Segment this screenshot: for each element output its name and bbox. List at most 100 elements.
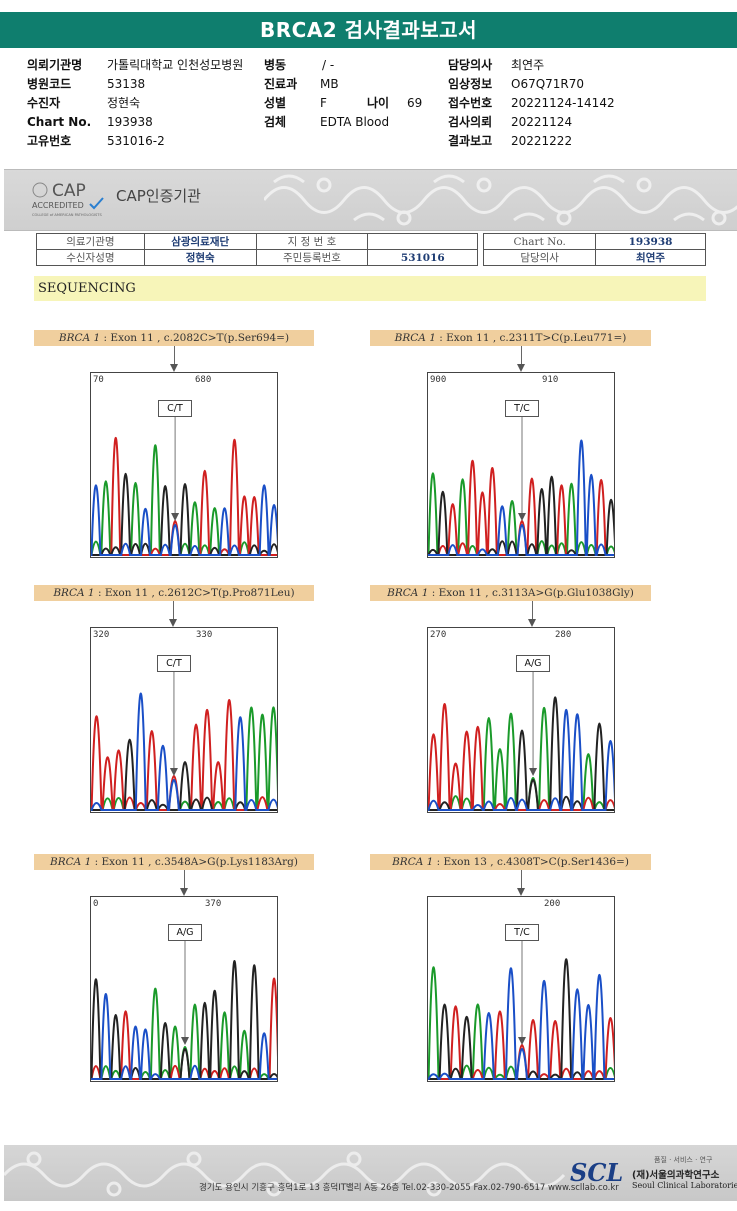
trace-C xyxy=(428,967,614,1080)
variant-label: BRCA 1 : Exon 11 , c.2311T>C(p.Leu771=) xyxy=(370,330,651,346)
chromatogram-trace xyxy=(91,672,277,811)
trace-A xyxy=(428,966,614,1080)
genotype-call-box: T/C xyxy=(505,924,539,941)
genotype-call-box: A/G xyxy=(168,924,202,941)
trace-T xyxy=(428,703,614,811)
chromatogram-position-left: 900 xyxy=(430,375,447,385)
top-arrow-line xyxy=(521,346,522,364)
trace-G xyxy=(428,475,614,556)
genotype-call-box: C/T xyxy=(157,655,191,672)
chromatogram-trace xyxy=(428,941,614,1080)
variant-label: BRCA 1 : Exon 13 , c.4308T>C(p.Ser1436=) xyxy=(370,854,651,870)
value-clinical-info: O67Q71R70 xyxy=(511,76,585,91)
label-patient: 수진자 xyxy=(27,96,61,110)
chromatogram-position-left: 270 xyxy=(430,630,447,640)
variant-description: : Exon 11 , c.2311T>C(p.Leu771=) xyxy=(435,332,627,344)
value-receipt-no: 20221124-14142 xyxy=(511,95,615,110)
trace-C xyxy=(91,692,277,811)
chromatogram-panel: 200AGTGACTCYTCTGCCCTT/C xyxy=(427,896,615,1082)
trace-C xyxy=(91,484,277,556)
value-specimen: EDTA Blood xyxy=(320,114,390,129)
footer-band: 경기도 용인시 기흥구 흥덕1로 13 흥덕IT밸리 A동 26층 Tel.02… xyxy=(4,1145,737,1201)
cap-college-text: COLLEGE of AMERICAN PATHOLOGISTS xyxy=(32,213,102,217)
variant-description: : Exon 11 , c.3548A>G(p.Lys1183Arg) xyxy=(91,856,298,868)
table-cell: 주민등록번호 xyxy=(255,249,369,266)
top-arrow-icon xyxy=(170,364,179,372)
top-arrow-icon xyxy=(517,888,525,896)
top-arrow-line xyxy=(172,601,174,619)
variant-arrow-icon xyxy=(181,1037,189,1045)
variant-arrow-icon xyxy=(171,513,180,521)
chromatogram-position-left: 0 xyxy=(93,899,99,909)
trace-G xyxy=(91,738,277,811)
variant-gene: BRCA 1 xyxy=(58,332,101,344)
variant-label: BRCA 1 : Exon 11 , c.3548A>G(p.Lys1183Ar… xyxy=(34,854,314,870)
footer-tagline: 품질 · 서비스 · 연구 xyxy=(654,1156,713,1164)
table-cell: 지 정 번 호 xyxy=(255,233,369,250)
genotype-call-box: A/G xyxy=(516,655,550,672)
variant-label: BRCA 1 : Exon 11 , c.3113A>G(p.Glu1038Gl… xyxy=(370,585,651,601)
table-cell: 수신자성명 xyxy=(36,249,145,266)
label-department: 진료과 xyxy=(264,77,298,91)
info-column-3: 담당의사 최연주 임상정보 O67Q71R70 접수번호 20221124-14142… xyxy=(448,55,615,150)
cap-label: CAP인증기관 xyxy=(116,187,201,205)
trace-C xyxy=(91,992,277,1080)
genotype-call-box: C/T xyxy=(158,400,192,417)
info-column-2: 병동 / - 진료과 MB 성별 F 나이 69 검체 EDTA Blood xyxy=(264,55,422,131)
top-arrow-icon xyxy=(517,364,525,372)
value-requesting-institution: 가톨릭대학교 인천성모병원 xyxy=(107,58,244,72)
value-age: 69 xyxy=(407,95,423,110)
chromatogram-position-right: 370 xyxy=(205,899,222,909)
variant-arrow-icon xyxy=(529,768,538,776)
label-sex: 성별 xyxy=(264,96,287,110)
variant-arrow-icon xyxy=(518,513,526,521)
chromatogram-trace xyxy=(428,417,614,556)
variant-arrow-icon xyxy=(169,768,178,776)
top-arrow-line xyxy=(184,870,185,888)
chromatogram-position-right: 680 xyxy=(195,375,212,385)
scl-logo: SCL xyxy=(570,1158,624,1187)
value-hospital-code: 53138 xyxy=(107,76,146,91)
value-chart-no: 193938 xyxy=(107,114,153,129)
table-cell: Chart No. xyxy=(483,233,597,250)
variant-description: : Exon 13 , c.4308T>C(p.Ser1436=) xyxy=(433,856,629,868)
top-arrow-icon xyxy=(180,888,188,896)
label-unique-id: 고유번호 xyxy=(27,134,72,148)
chromatogram-position-right: 200 xyxy=(544,899,561,909)
cap-accredited-text: ACCREDITED xyxy=(32,201,84,210)
trace-A xyxy=(91,706,277,811)
label-ward: 병동 xyxy=(264,58,287,72)
table-cell: 531016 xyxy=(367,249,479,266)
chromatogram-position-left: 320 xyxy=(93,630,110,640)
table-cell: 193938 xyxy=(595,233,706,250)
footer-pattern-decoration xyxy=(4,1151,566,1197)
table-cell: 의료기관명 xyxy=(36,233,145,250)
table-cell: 담당의사 xyxy=(483,249,597,266)
variant-gene: BRCA 1 xyxy=(53,587,95,599)
value-sex: F xyxy=(320,95,327,110)
value-unique-id: 531016-2 xyxy=(107,133,165,148)
top-arrow-line xyxy=(174,346,176,364)
chromatogram-trace xyxy=(91,417,277,556)
label-specimen: 검체 xyxy=(264,115,287,129)
trace-C xyxy=(428,439,614,556)
table-cell xyxy=(367,233,479,250)
footer-org-english: Seoul Clinical Laboratories xyxy=(632,1181,737,1190)
table-row: 의료기관명 삼광의료재단 지 정 번 호 Chart No. 193938 xyxy=(36,233,706,250)
chromatogram-trace xyxy=(91,941,277,1080)
footer-org-korean: (재)서울의과학연구소 xyxy=(632,1170,720,1181)
trace-A xyxy=(428,707,614,811)
info-column-1: 의뢰기관명 가톨릭대학교 인천성모병원 병원코드 53138 수진자 정현숙 Char… xyxy=(27,55,243,150)
variant-gene: BRCA 1 xyxy=(392,856,434,868)
cap-logo: CAP ACCREDITED COLLEGE of AMERICAN PATHO… xyxy=(30,178,110,220)
label-test-request: 검사의뢰 xyxy=(448,115,493,129)
variant-gene: BRCA 1 xyxy=(387,587,429,599)
table-row: 수신자성명 정현숙 주민등록번호 531016 담당의사 최연주 xyxy=(36,249,706,266)
trace-T xyxy=(91,436,277,556)
patient-summary-table: 의료기관명 삼광의료재단 지 정 번 호 Chart No. 193938 수신… xyxy=(36,233,706,266)
trace-C xyxy=(428,709,614,811)
label-requesting-institution: 의뢰기관명 xyxy=(27,58,83,72)
chromatogram-trace xyxy=(428,672,614,811)
variant-arrow-icon xyxy=(518,1037,526,1045)
variant-gene: BRCA 1 xyxy=(394,332,436,344)
